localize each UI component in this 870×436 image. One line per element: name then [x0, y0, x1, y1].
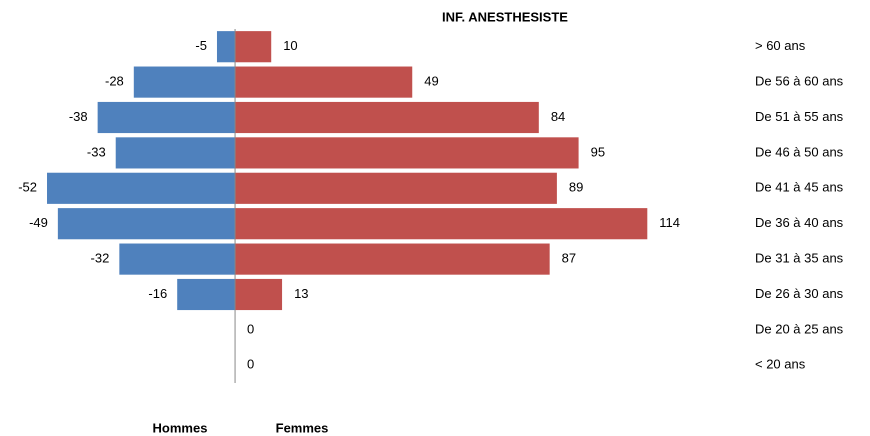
value-label: 89 [569, 180, 583, 195]
value-label: -16 [148, 286, 167, 301]
value-label: 95 [591, 144, 605, 159]
chart-title: INF. ANESTHESISTE [442, 9, 568, 24]
bar [119, 243, 236, 275]
value-label: 87 [562, 251, 576, 266]
bar [235, 208, 648, 240]
bar [47, 172, 236, 204]
bar [216, 31, 236, 63]
value-label: -33 [87, 144, 106, 159]
value-label: -28 [105, 74, 124, 89]
category-label: De 56 à 60 ans [755, 74, 844, 89]
bar [235, 101, 539, 134]
bar [133, 66, 236, 98]
value-label: 84 [551, 109, 565, 124]
value-label: -38 [69, 109, 88, 124]
value-label: 114 [659, 215, 680, 230]
legend-label: Femmes [276, 420, 329, 435]
value-label: 0 [247, 321, 254, 336]
category-label: < 20 ans [755, 357, 806, 372]
category-label: De 41 à 45 ans [755, 180, 844, 195]
bar [235, 243, 550, 275]
bar [115, 137, 236, 169]
value-label: -52 [18, 180, 37, 195]
category-label: De 20 à 25 ans [755, 321, 844, 336]
category-label: > 60 ans [755, 38, 806, 53]
value-label: 49 [424, 74, 438, 89]
bar [235, 172, 557, 204]
category-label: De 26 à 30 ans [755, 286, 844, 301]
category-label: De 46 à 50 ans [755, 144, 844, 159]
legend-label: Hommes [153, 420, 208, 435]
bar [235, 66, 413, 98]
bar [235, 31, 272, 63]
value-label: 10 [283, 38, 297, 53]
category-label: De 31 à 35 ans [755, 251, 844, 266]
bar [235, 278, 283, 311]
category-label: De 36 à 40 ans [755, 215, 844, 230]
value-label: 0 [247, 357, 254, 372]
value-label: 13 [294, 286, 308, 301]
value-label: -32 [91, 251, 110, 266]
category-label: De 51 à 55 ans [755, 109, 844, 124]
bar [57, 208, 236, 240]
value-label: -5 [195, 38, 207, 53]
bar [235, 137, 579, 169]
bar [97, 101, 236, 134]
bar [177, 278, 236, 311]
value-label: -49 [29, 215, 48, 230]
